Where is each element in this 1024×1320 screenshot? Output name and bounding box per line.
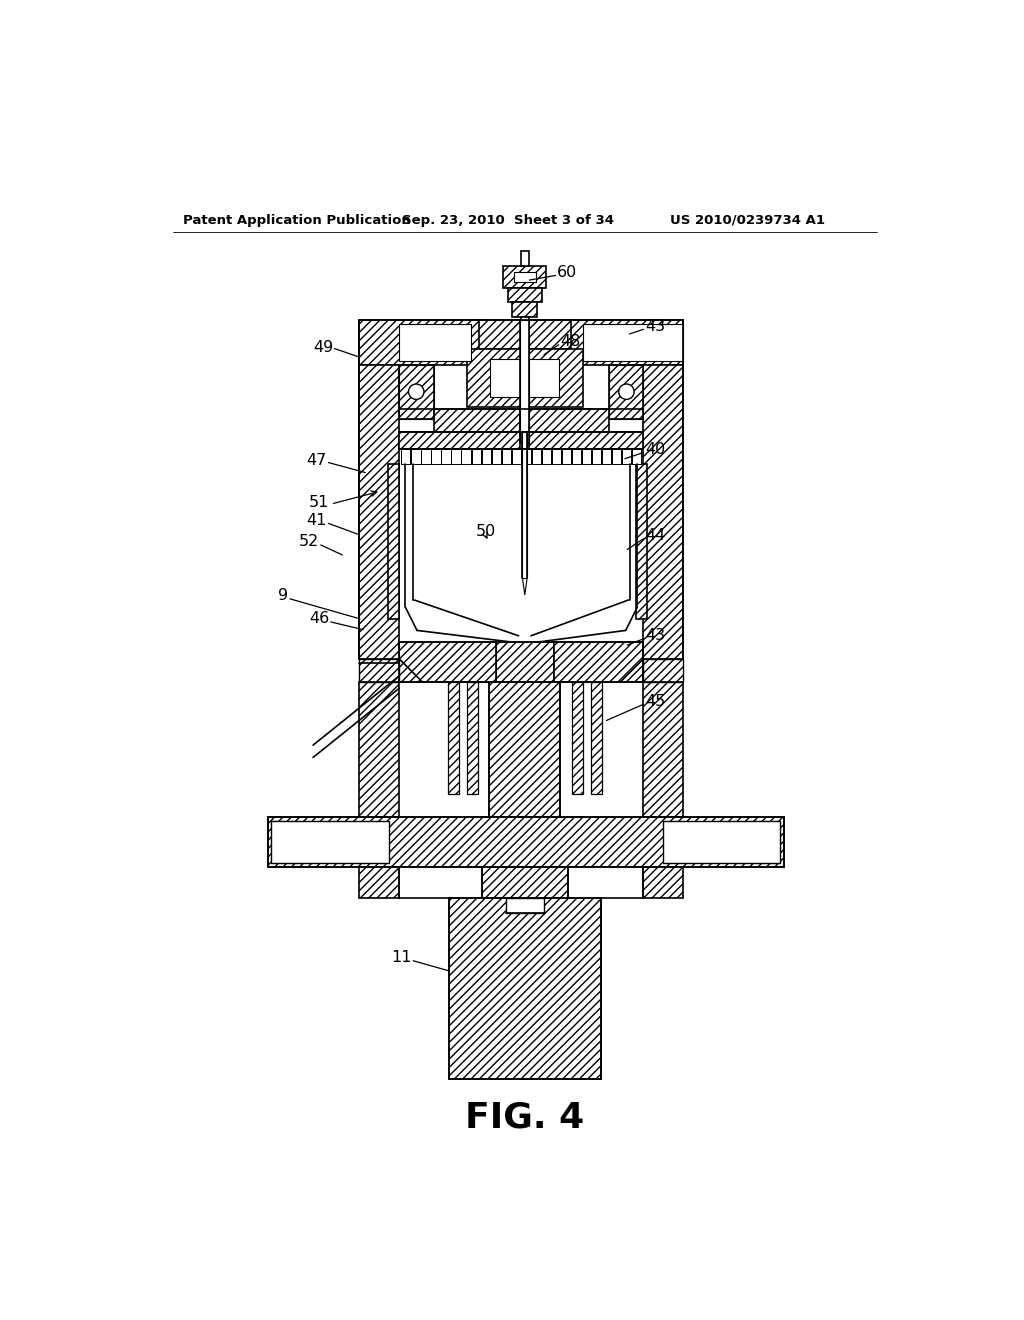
Bar [643,682,683,817]
Bar [478,321,571,350]
Polygon shape [359,659,399,682]
Bar [399,432,520,449]
Bar [490,359,559,397]
Bar [512,302,538,317]
Bar [623,449,632,465]
Text: Sep. 23, 2010  Sheet 3 of 34: Sep. 23, 2010 Sheet 3 of 34 [401,214,613,227]
Bar [556,321,683,364]
Bar [643,867,683,898]
Bar [608,364,643,418]
Bar [399,323,471,360]
Polygon shape [522,578,527,595]
Text: 47: 47 [306,453,327,467]
Text: 11: 11 [391,950,412,965]
Bar [388,465,399,619]
Bar [496,642,554,682]
Bar [441,449,451,465]
Bar [359,321,486,364]
Bar [602,449,611,465]
Text: 44: 44 [645,528,666,544]
Text: 41: 41 [306,512,327,528]
Circle shape [409,384,424,400]
Text: 51: 51 [309,495,330,510]
Bar [412,449,421,465]
Bar [492,449,501,465]
Bar [462,449,471,465]
Bar [552,449,561,465]
Bar [514,272,536,281]
Bar [663,821,779,863]
Bar [467,350,583,407]
Circle shape [618,384,634,400]
Text: 60: 60 [557,265,578,280]
Bar [751,821,779,863]
Bar [399,364,434,418]
Bar [520,321,529,444]
Bar [467,682,478,793]
Bar [471,449,481,465]
Bar [267,817,783,867]
Bar [502,449,511,465]
Bar [481,449,490,465]
Bar [434,409,520,432]
Bar [571,682,583,793]
Bar [449,898,601,1078]
Bar [399,364,434,418]
Text: 45: 45 [645,694,666,709]
Text: 52: 52 [299,535,319,549]
Bar [512,449,521,465]
Bar [506,898,544,913]
Bar [521,251,528,267]
Bar [591,682,602,793]
Text: 50: 50 [475,524,496,540]
Bar [531,449,541,465]
Bar [452,449,461,465]
Bar [401,449,411,465]
Text: 43: 43 [645,628,665,643]
Bar [554,642,643,682]
Bar [583,323,683,360]
Bar [489,682,560,817]
Bar [572,449,582,465]
Bar [582,449,591,465]
Bar [608,364,643,418]
Bar [447,682,459,793]
Bar [542,449,551,465]
Text: 48: 48 [560,334,581,350]
Text: 40: 40 [645,442,666,457]
Bar [521,449,531,465]
Bar [643,364,683,659]
Bar [592,449,601,465]
Polygon shape [643,659,683,682]
Text: 46: 46 [309,611,330,627]
Bar [562,449,571,465]
Bar [508,288,542,302]
Bar [632,449,641,465]
Bar [529,432,643,449]
Bar [612,449,622,465]
Text: Patent Application Publication: Patent Application Publication [183,214,411,227]
Text: 49: 49 [312,339,333,355]
Bar [359,867,399,898]
Bar [481,867,568,898]
Bar [421,449,430,465]
Bar [359,682,399,817]
Bar [431,449,440,465]
Text: 43: 43 [645,318,665,334]
Text: US 2010/0239734 A1: US 2010/0239734 A1 [670,214,824,227]
Bar [359,364,399,659]
Bar [271,821,388,863]
Bar [503,267,547,288]
Bar [521,317,528,355]
Bar [529,409,608,432]
Bar [636,465,647,619]
Bar [271,821,301,863]
Text: FIG. 4: FIG. 4 [465,1100,585,1134]
Bar [399,642,496,682]
Text: 9: 9 [279,589,289,603]
Bar [522,432,527,578]
